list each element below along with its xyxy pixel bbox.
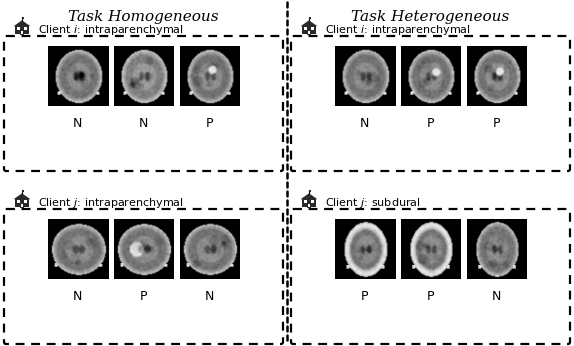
Bar [17,27,20,30]
Bar [302,26,316,34]
Text: Client $i$: intraparenchymal: Client $i$: intraparenchymal [325,23,471,37]
Bar [21,204,24,207]
Bar [309,190,311,192]
Text: Client $j$: subdural: Client $j$: subdural [325,196,421,210]
Text: Task Heterogeneous: Task Heterogeneous [351,10,510,24]
Bar [304,27,307,30]
Bar [311,200,314,203]
Text: P: P [139,290,148,303]
Text: N: N [205,290,214,303]
Text: N: N [73,117,82,130]
Text: N: N [360,117,369,130]
Bar [20,207,24,208]
Text: P: P [205,117,214,130]
Text: N: N [73,290,82,303]
Polygon shape [301,20,317,26]
Text: Task Homogeneous: Task Homogeneous [68,10,219,24]
Bar [21,31,24,34]
Bar [308,31,311,34]
Bar [304,200,307,203]
Bar [15,26,29,34]
Bar [307,34,311,35]
Text: N: N [139,117,148,130]
Polygon shape [14,193,30,199]
Bar [17,200,20,203]
Text: N: N [492,290,501,303]
Text: P: P [360,290,369,303]
Text: Client $i$: intraparenchymal: Client $i$: intraparenchymal [38,23,184,37]
Polygon shape [301,193,317,199]
Bar [309,17,311,19]
Bar [22,190,24,192]
Bar [22,17,24,19]
Bar [24,27,27,30]
Bar [20,34,24,35]
Text: P: P [426,290,435,303]
Text: P: P [492,117,501,130]
Bar [24,200,27,203]
Bar [311,27,314,30]
Text: Client $j$: intraparenchymal: Client $j$: intraparenchymal [38,196,184,210]
Bar [15,199,29,207]
Bar [307,207,311,208]
Bar [302,199,316,207]
Polygon shape [14,20,30,26]
Text: P: P [426,117,435,130]
Bar [308,204,311,207]
